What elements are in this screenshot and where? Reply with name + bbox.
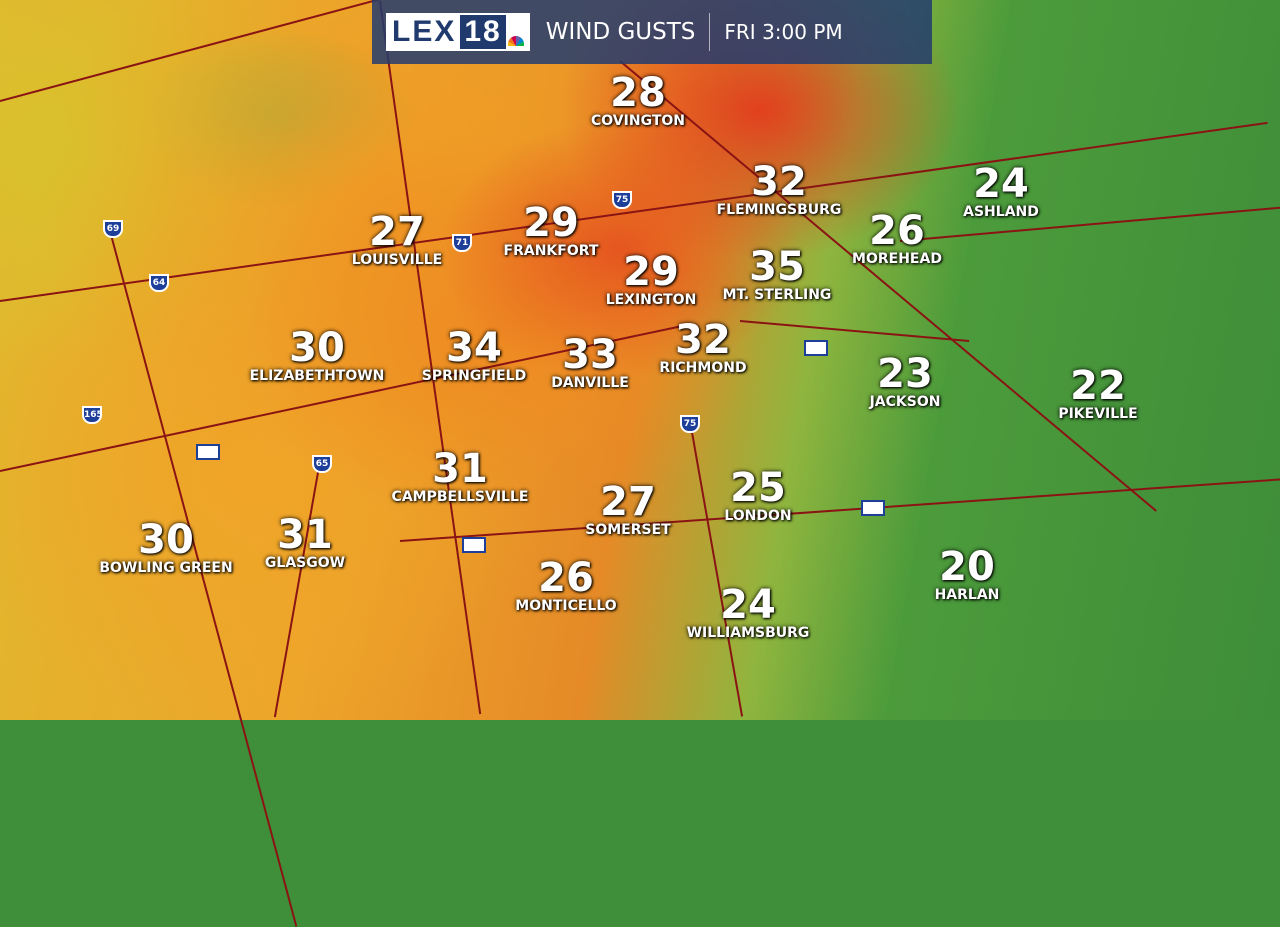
city-name: JACKSON: [869, 394, 941, 410]
city-name: CAMPBELLSVILLE: [391, 489, 529, 505]
city-label: 29 LEXINGTON: [606, 252, 697, 308]
map-title: WIND GUSTS: [545, 19, 696, 45]
divider: [709, 13, 711, 51]
gust-value: 27: [369, 209, 425, 255]
city-name: FLEMINGSBURG: [716, 202, 842, 218]
interstate-shield-icon: 165: [82, 406, 103, 424]
city-label: 24 ASHLAND: [963, 164, 1039, 220]
gust-value: 20: [939, 544, 995, 590]
city-name: MOREHEAD: [852, 251, 942, 267]
gust-value: 30: [289, 325, 345, 371]
gust-value: 27: [600, 479, 656, 525]
gust-value: 33: [562, 332, 618, 378]
interstate-shield-icon: 65: [312, 455, 332, 473]
gust-value: 34: [446, 325, 502, 371]
logo-text: LEX: [392, 15, 457, 48]
gust-value: 24: [720, 582, 776, 628]
logo-number: 18: [460, 15, 506, 49]
city-label: 31 CAMPBELLSVILLE: [392, 449, 529, 505]
city-name: MT. STERLING: [722, 287, 832, 303]
city-label: 25 LONDON: [724, 468, 791, 524]
wind-gust-map: [0, 0, 1280, 720]
forecast-time: FRI 3:00 PM: [724, 20, 843, 44]
city-name: ELIZABETHTOWN: [249, 368, 385, 384]
gust-value: 26: [538, 555, 594, 601]
city-name: ASHLAND: [963, 204, 1039, 220]
city-label: 26 MONTICELLO: [515, 558, 616, 614]
gust-value: 30: [138, 517, 194, 563]
city-name: LONDON: [724, 508, 792, 524]
city-label: 27 SOMERSET: [585, 482, 670, 538]
gust-value: 35: [749, 244, 805, 290]
city-name: HARLAN: [934, 587, 1000, 603]
parkway-sign-icon: [861, 500, 885, 516]
gust-value: 28: [610, 70, 666, 116]
city-label: 30 ELIZABETHTOWN: [250, 328, 385, 384]
gust-value: 31: [432, 446, 488, 492]
city-name: SOMERSET: [585, 522, 671, 538]
city-label: 26 MOREHEAD: [852, 211, 942, 267]
city-label: 33 DANVILLE: [551, 335, 629, 391]
parkway-sign-icon: [196, 444, 220, 460]
gust-value: 26: [869, 208, 925, 254]
city-name: WILLIAMSBURG: [686, 625, 810, 641]
city-label: 32 FLEMINGSBURG: [717, 162, 842, 218]
city-name: LEXINGTON: [605, 292, 697, 308]
gust-value: 22: [1070, 363, 1126, 409]
city-label: 35 MT. STERLING: [723, 247, 832, 303]
parkway-sign-icon: [462, 537, 486, 553]
city-label: 34 SPRINGFIELD: [422, 328, 526, 384]
city-name: SPRINGFIELD: [421, 368, 527, 384]
city-label: 32 RICHMOND: [659, 320, 746, 376]
interstate-shield-icon: 69: [103, 220, 123, 238]
city-name: RICHMOND: [659, 360, 747, 376]
city-label: 20 HARLAN: [935, 547, 1000, 603]
interstate-shield-icon: 75: [680, 415, 700, 433]
nbc-peacock-icon: [507, 36, 524, 46]
city-name: FRANKFORT: [503, 243, 599, 259]
city-label: 29 FRANKFORT: [504, 203, 599, 259]
city-label: 22 PIKEVILLE: [1058, 366, 1137, 422]
city-name: PIKEVILLE: [1058, 406, 1138, 422]
gust-value: 23: [877, 351, 933, 397]
city-label: 27 LOUISVILLE: [352, 212, 442, 268]
interstate-shield-icon: 75: [612, 191, 632, 209]
gust-value: 32: [675, 317, 731, 363]
gust-value: 24: [973, 161, 1029, 207]
header-banner: LEX 18 WIND GUSTS FRI 3:00 PM: [372, 0, 932, 64]
city-label: 23 JACKSON: [870, 354, 941, 410]
gust-value: 31: [277, 512, 333, 558]
city-name: GLASGOW: [264, 555, 346, 571]
city-name: MONTICELLO: [515, 598, 617, 614]
city-name: LOUISVILLE: [351, 252, 443, 268]
interstate-shield-icon: 71: [452, 234, 472, 252]
gust-value: 29: [623, 249, 679, 295]
parkway-sign-icon: [804, 340, 828, 356]
city-label: 28 COVINGTON: [591, 73, 685, 129]
city-label: 31 GLASGOW: [265, 515, 345, 571]
gust-value: 32: [751, 159, 807, 205]
interstate-shield-icon: 64: [149, 274, 169, 292]
gust-value: 29: [523, 200, 579, 246]
city-name: COVINGTON: [591, 113, 685, 129]
city-label: 30 BOWLING GREEN: [99, 520, 232, 576]
gust-value: 25: [730, 465, 786, 511]
lex18-logo: LEX 18: [386, 13, 530, 51]
city-label: 24 WILLIAMSBURG: [687, 585, 810, 641]
city-name: BOWLING GREEN: [99, 560, 233, 576]
city-name: DANVILLE: [551, 375, 629, 391]
